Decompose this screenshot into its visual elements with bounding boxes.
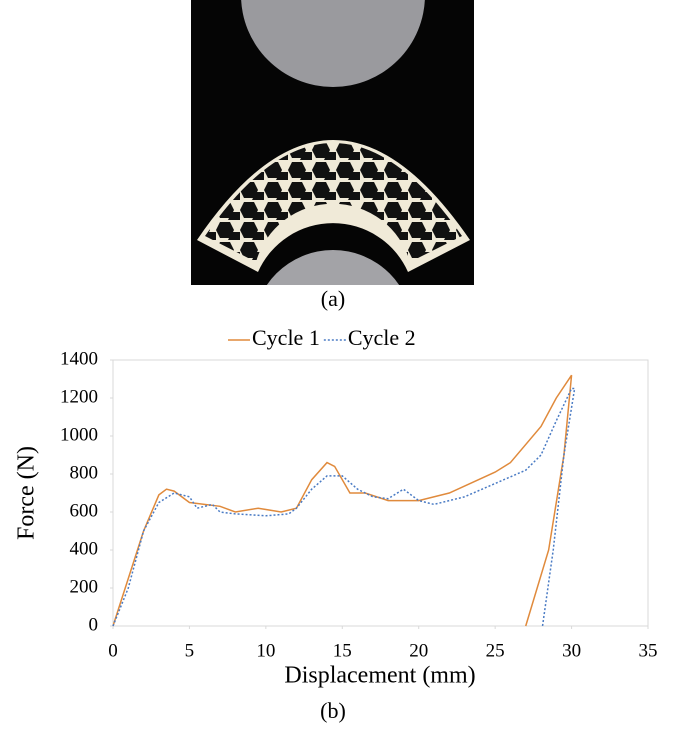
y-tick-label: 1400 [60,348,98,369]
x-tick-label: 25 [486,640,505,661]
series-line [112,374,573,627]
y-axis-title: Force (N) [14,446,40,540]
x-tick-label: 30 [562,640,581,661]
photo [191,0,474,285]
plot-area [112,359,649,627]
x-tick-label: 15 [333,640,352,661]
panel-label: (b) [320,698,346,723]
x-axis-title: Displacement (mm) [284,663,475,689]
series-line [112,387,576,627]
y-tick-label: 1000 [60,424,98,445]
y-tick-label: 1200 [60,386,98,407]
x-tick-label: 10 [256,640,275,661]
y-tick-label: 400 [70,538,99,559]
y-tick-label: 800 [70,462,99,483]
y-tick-label: 200 [70,576,99,597]
x-tick-label: 5 [185,640,195,661]
x-tick-label: 35 [639,640,658,661]
panel-label: (a) [321,286,345,311]
x-tick-label: 0 [108,640,118,661]
y-tick-label: 0 [89,614,99,635]
legend-label: Cycle 2 [348,325,416,350]
x-tick-label: 20 [409,640,428,661]
y-tick-label: 600 [70,500,99,521]
legend-label: Cycle 1 [252,325,320,350]
